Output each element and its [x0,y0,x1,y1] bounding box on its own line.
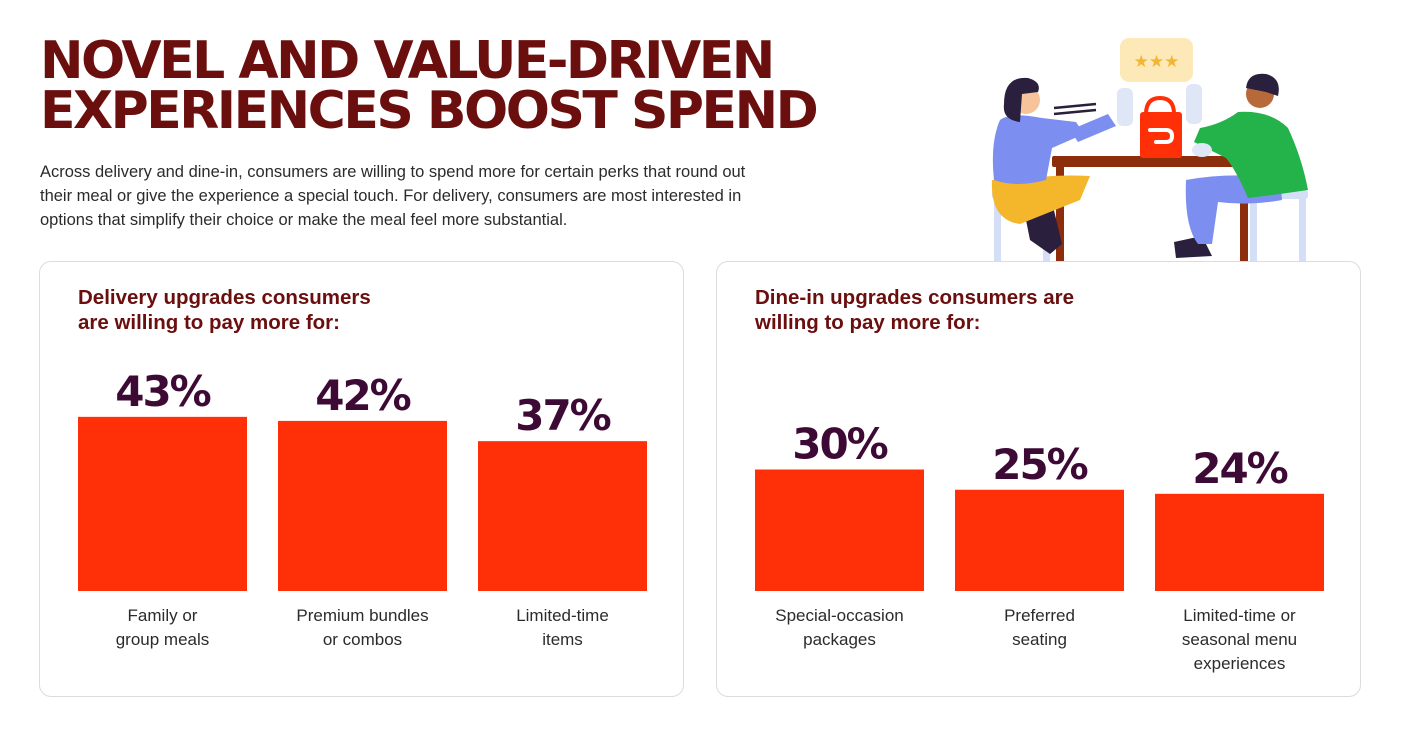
dine-in-value-label-2: 25% [992,440,1087,489]
person-eating-icon [991,77,1133,254]
intro-line-3: options that simplify their choice or ma… [40,211,568,229]
dine-in-category-label-3: Limited-time or seasonal menu experiences [1181,606,1298,673]
page-title-line-1: NOVEL AND VALUE-DRIVEN [40,31,775,91]
dine-in-chart-title-line-2: willing to pay more for: [755,311,981,334]
delivery-value-label-2: 42% [315,371,410,420]
dine-in-bar-3 [1155,493,1324,591]
intro-line-1: Across delivery and dine-in, consumers a… [40,163,746,181]
dining-illustration: ★★★ [991,38,1308,262]
delivery-bar-3 [478,441,647,591]
delivery-bar-2 [278,420,447,591]
intro-line-2: their meal or give the experience a spec… [40,187,742,205]
dine-in-category-label-1: Special-occasion packages [775,606,904,649]
dine-in-bar-chart: 30% 25% 24% [755,420,1324,591]
dine-in-value-label-1: 30% [792,420,887,469]
dine-in-value-label-3: 24% [1192,444,1287,493]
delivery-chart-title: Delivery upgrades consumers are willing … [78,285,371,335]
dine-in-category-label-2: Preferred seating [1004,606,1075,649]
delivery-bag-icon [1140,95,1182,158]
person-drinking-icon [1174,73,1308,258]
dine-in-chart-card: Dine-in upgrades consumers are willing t… [716,261,1361,697]
page-title: NOVEL AND VALUE-DRIVEN EXPERIENCES BOOST… [40,31,819,141]
delivery-value-label-1: 43% [115,367,210,416]
page-title-line-2: EXPERIENCES BOOST SPEND [40,81,819,141]
rating-stars-icon: ★★★ [1120,38,1193,82]
delivery-category-label-1: Family or group meals [115,606,210,649]
dine-in-chart-title: Dine-in upgrades consumers are willing t… [755,285,1074,335]
delivery-chart-title-line-1: Delivery upgrades consumers [78,286,371,309]
delivery-value-label-3: 37% [515,391,610,440]
delivery-category-label-3: Limited-time items [516,606,609,649]
dine-in-bar-2 [955,489,1124,591]
delivery-bar-1 [78,416,247,591]
table-icon [1052,156,1252,262]
dine-in-bar-1 [755,469,924,591]
delivery-category-label-2: Premium bundles or combos [296,606,429,649]
svg-text:★★★: ★★★ [1134,52,1180,72]
delivery-chart-title-line-2: are willing to pay more for: [78,311,340,334]
delivery-chart-card: Delivery upgrades consumers are willing … [39,261,684,697]
delivery-bar-chart: 43% 42% 37% [78,367,647,591]
dine-in-chart-title-line-1: Dine-in upgrades consumers are [755,286,1074,309]
intro-paragraph: Across delivery and dine-in, consumers a… [40,160,840,232]
